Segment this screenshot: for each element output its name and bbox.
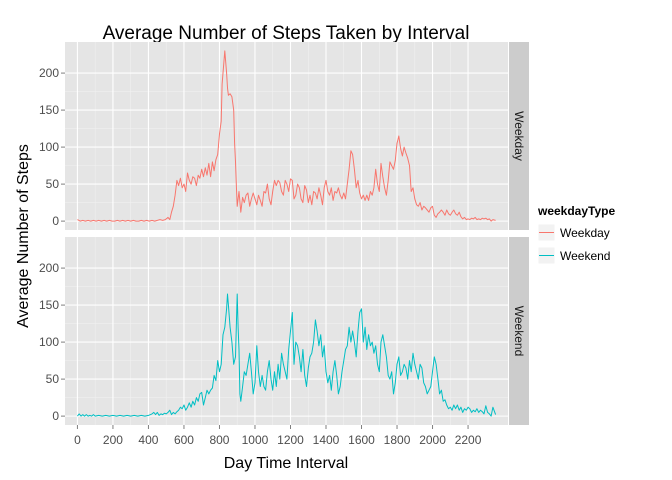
facet-strip	[509, 237, 529, 425]
legend-items: Weekday Weekend	[537, 223, 610, 265]
legend-item-weekday: Weekday	[537, 223, 610, 242]
x-tick-label: 1600	[348, 433, 375, 447]
facet-strip-label: Weekend	[512, 306, 526, 356]
y-tick-label: 50	[46, 372, 60, 386]
facet-panels: Weekday Weekend	[65, 42, 529, 425]
x-axis-ticks: 0 200 400 600 800 1000 1200 1400 1600 1800 2000 220…	[74, 425, 482, 447]
chart-title: Average Number of Steps Taken by Interva…	[103, 23, 470, 44]
facet-strip	[509, 42, 529, 230]
x-tick-label: 2000	[419, 433, 446, 447]
y-tick-label: 0	[52, 214, 59, 228]
x-axis-title: Day Time Interval	[224, 455, 348, 472]
legend-item-weekend: Weekend	[537, 246, 610, 265]
panel-background	[65, 42, 508, 230]
x-tick-label: 200	[103, 433, 123, 447]
legend-title: weekdayType	[537, 204, 615, 218]
legend-label: Weekday	[560, 226, 610, 240]
facet-panel-weekend: Weekend	[65, 237, 529, 425]
x-tick-label: 400	[138, 433, 158, 447]
x-tick-label: 800	[209, 433, 229, 447]
x-tick-label: 1000	[242, 433, 269, 447]
x-tick-label: 1800	[384, 433, 411, 447]
x-tick-label: 1200	[277, 433, 304, 447]
y-tick-label: 150	[39, 298, 59, 312]
facet-panel-weekday: Weekday	[65, 42, 529, 230]
series-line-weekday	[77, 50, 496, 222]
y-axis-title: Average Number of Steps	[15, 144, 32, 328]
y-tick-label: 150	[39, 103, 59, 117]
x-tick-label: 600	[174, 433, 194, 447]
x-tick-label: 2200	[455, 433, 482, 447]
y-tick-label: 50	[46, 177, 60, 191]
y-axis-ticks: 0 50 100 150 200 0 50 100 150 200	[39, 66, 65, 423]
y-tick-label: 200	[39, 66, 59, 80]
y-tick-label: 100	[39, 335, 59, 349]
x-tick-label: 0	[74, 433, 81, 447]
x-tick-label: 1400	[313, 433, 340, 447]
series-line-weekend	[77, 293, 497, 417]
y-tick-label: 200	[39, 261, 59, 275]
y-tick-label: 0	[52, 409, 59, 423]
facet-strip-label: Weekday	[512, 111, 526, 161]
panel-background	[65, 237, 508, 425]
legend-label: Weekend	[560, 249, 610, 263]
legend: weekdayType Weekday Weekend	[537, 204, 615, 265]
y-tick-label: 100	[39, 140, 59, 154]
